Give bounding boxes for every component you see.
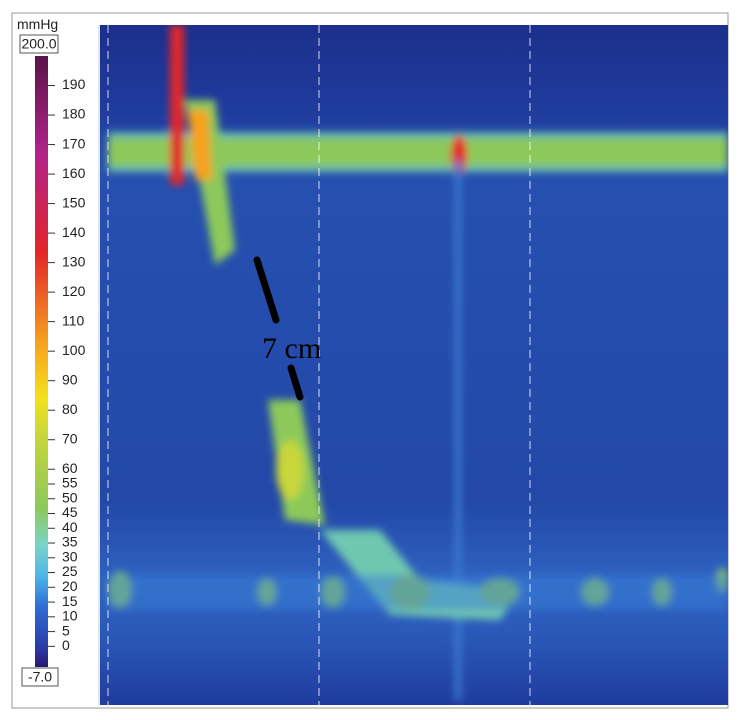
- colorbar-tick-label: 0: [62, 637, 70, 653]
- colorbar-min-box: [21, 667, 59, 687]
- colorbar-tick-label: 140: [62, 224, 86, 240]
- colorbar-tick-label: 40: [62, 519, 78, 535]
- colorbar-unit: mmHg: [17, 16, 58, 32]
- colorbar-tick-label: 35: [62, 534, 78, 550]
- colorbar-tick-label: 50: [62, 489, 78, 505]
- colorbar-tick-label: 60: [62, 460, 78, 476]
- colorbar-tick-label: 160: [62, 165, 86, 181]
- heatmap: [100, 25, 728, 705]
- colorbar-tick-label: 90: [62, 371, 78, 387]
- colorbar-tick-label: 150: [62, 194, 86, 210]
- colorbar-tick-label: 5: [62, 622, 70, 638]
- annotation: 7 cm: [262, 332, 321, 365]
- colorbar-tick-label: 30: [62, 548, 78, 564]
- colorbar-tick-label: 110: [62, 312, 85, 328]
- colorbar-max: 200.0: [21, 36, 56, 52]
- annotation-line: [287, 364, 304, 401]
- colorbar: 1901801701601501401301201101009080706055…: [35, 56, 86, 667]
- colorbar-tick-label: 190: [62, 76, 86, 92]
- colorbar-tick-label: 25: [62, 563, 78, 579]
- colorbar-tick-label: 170: [62, 135, 86, 151]
- colorbar-tick-label: 130: [62, 253, 86, 269]
- colorbar-tick-label: 20: [62, 578, 78, 594]
- colorbar-tick-label: 100: [62, 342, 86, 358]
- annotation-line: [253, 256, 280, 324]
- colorbar-max-box: [19, 34, 59, 54]
- colorbar-tick-label: 10: [62, 608, 78, 624]
- colorbar-min: -7.0: [28, 669, 52, 685]
- colorbar-tick-label: 45: [62, 504, 78, 520]
- colorbar-tick-label: 55: [62, 475, 78, 491]
- colorbar-tick-label: 70: [62, 430, 78, 446]
- colorbar-tick-label: 120: [62, 283, 86, 299]
- colorbar-tick-label: 15: [62, 593, 78, 609]
- colorbar-gradient: [35, 56, 48, 667]
- colorbar-tick-label: 180: [62, 106, 86, 122]
- colorbar-tick-label: 80: [62, 401, 78, 417]
